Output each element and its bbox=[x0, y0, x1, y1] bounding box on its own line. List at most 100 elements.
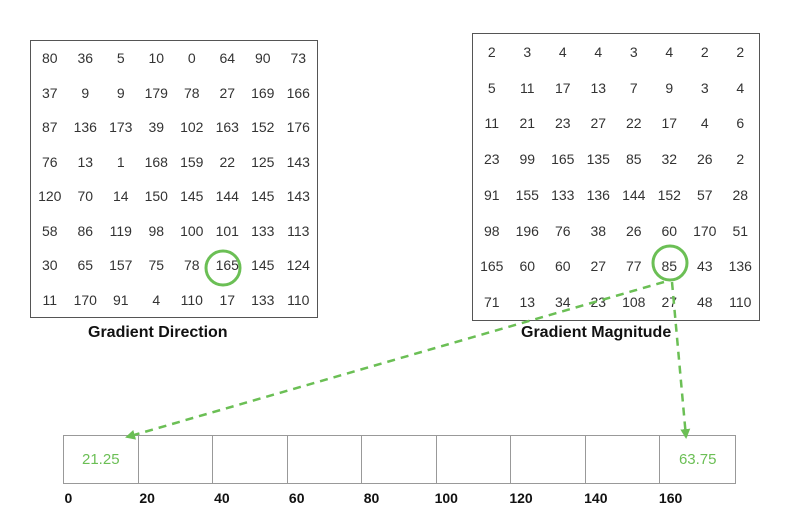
histogram-bin-labels: 0 20 40 60 80 100 120 140 160 bbox=[63, 490, 736, 506]
direction-cell: 143 bbox=[286, 188, 310, 205]
direction-cell: 22 bbox=[219, 153, 236, 170]
direction-cell: 37 bbox=[41, 84, 58, 101]
magnitude-cell: 2 bbox=[700, 43, 709, 60]
direction-cell: 11 bbox=[42, 291, 58, 308]
direction-cell: 179 bbox=[144, 84, 168, 101]
magnitude-cell: 23 bbox=[483, 151, 500, 168]
direction-cell: 157 bbox=[109, 257, 133, 274]
direction-cell: 5 bbox=[116, 50, 125, 67]
direction-cell: 150 bbox=[144, 188, 168, 205]
direction-cell: 110 bbox=[180, 291, 203, 308]
histogram-bin bbox=[437, 436, 512, 483]
gradient-direction-grid: 80 36 5 10 0 64 90 73 37 9 9 179 78 27 169 166 87 136 173 3… bbox=[30, 40, 318, 318]
magnitude-cell: 27 bbox=[590, 258, 607, 275]
magnitude-cell: 27 bbox=[590, 115, 607, 132]
direction-cell: 125 bbox=[251, 153, 275, 170]
histogram-bin-label: 40 bbox=[214, 490, 230, 506]
direction-cell: 110 bbox=[287, 291, 310, 308]
magnitude-cell: 144 bbox=[622, 186, 646, 203]
direction-cell: 80 bbox=[41, 50, 58, 67]
direction-cell: 119 bbox=[109, 222, 132, 239]
direction-cell: 168 bbox=[144, 153, 168, 170]
magnitude-cell: 6 bbox=[736, 115, 745, 132]
magnitude-cell: 26 bbox=[696, 151, 713, 168]
histogram-bin: 21.25 bbox=[64, 436, 139, 483]
magnitude-cell: 32 bbox=[661, 151, 678, 168]
magnitude-cell: 4 bbox=[594, 43, 603, 60]
magnitude-cell: 165 bbox=[551, 151, 575, 168]
magnitude-cell: 26 bbox=[625, 222, 642, 239]
magnitude-cell: 135 bbox=[586, 151, 610, 168]
magnitude-cell: 28 bbox=[732, 186, 749, 203]
direction-cell: 145 bbox=[180, 188, 204, 205]
magnitude-cell: 17 bbox=[661, 115, 678, 132]
direction-cell: 98 bbox=[148, 222, 165, 239]
direction-cell: 159 bbox=[180, 153, 204, 170]
magnitude-cell: 165 bbox=[480, 258, 504, 275]
direction-cell: 170 bbox=[73, 291, 97, 308]
magnitude-cell: 99 bbox=[519, 151, 536, 168]
direction-cell: 9 bbox=[116, 84, 125, 101]
magnitude-cell: 5 bbox=[487, 79, 496, 96]
direction-cell: 173 bbox=[109, 119, 133, 136]
direction-cell: 145 bbox=[251, 257, 275, 274]
direction-cell: 73 bbox=[290, 50, 307, 67]
magnitude-cell: 2 bbox=[487, 43, 496, 60]
magnitude-cell: 2 bbox=[736, 151, 745, 168]
histogram-bin-label: 60 bbox=[288, 490, 305, 506]
direction-cell: 1 bbox=[116, 153, 125, 170]
arrow-to-bin-160 bbox=[670, 281, 691, 439]
direction-cell: 152 bbox=[251, 119, 275, 136]
histogram-bins: 21.25 63.75 bbox=[63, 435, 736, 484]
direction-cell: 0 bbox=[187, 50, 196, 67]
magnitude-cell: 13 bbox=[590, 79, 607, 96]
direction-cell: 176 bbox=[286, 119, 310, 136]
histogram-bin bbox=[288, 436, 363, 483]
gradient-direction-caption: Gradient Direction bbox=[88, 324, 228, 341]
histogram-bin bbox=[511, 436, 586, 483]
direction-cell: 136 bbox=[73, 119, 97, 136]
magnitude-cell: 60 bbox=[554, 258, 571, 275]
direction-cell: 102 bbox=[180, 119, 204, 136]
magnitude-cell: 85 bbox=[661, 258, 678, 275]
magnitude-cell: 133 bbox=[551, 186, 575, 203]
direction-cell: 166 bbox=[286, 84, 310, 101]
magnitude-cell: 110 bbox=[729, 294, 752, 311]
arrow-to-bin-0 bbox=[125, 280, 665, 440]
histogram-bin bbox=[213, 436, 288, 483]
magnitude-cell: 91 bbox=[483, 186, 500, 203]
direction-cell: 163 bbox=[215, 119, 239, 136]
histogram-bin bbox=[362, 436, 437, 483]
magnitude-cell: 4 bbox=[700, 115, 709, 132]
histogram-bin bbox=[139, 436, 214, 483]
histogram-bin bbox=[586, 436, 661, 483]
magnitude-cell: 9 bbox=[665, 79, 674, 96]
magnitude-cell: 155 bbox=[515, 186, 539, 203]
magnitude-cell: 98 bbox=[483, 222, 500, 239]
histogram-bin-label: 80 bbox=[363, 490, 380, 506]
magnitude-cell: 136 bbox=[586, 186, 610, 203]
direction-cell: 133 bbox=[251, 291, 275, 308]
gradient-magnitude-grid: 2 3 4 4 3 4 2 2 5 11 17 13 7 9 3 4 11 21 23 27 22 17 4 6 23 99 165… bbox=[472, 33, 760, 321]
histogram-bin-label: 100 bbox=[434, 490, 458, 506]
direction-cell: 64 bbox=[219, 50, 236, 67]
gradient-magnitude-caption: Gradient Magnitude bbox=[521, 324, 672, 341]
magnitude-cell: 152 bbox=[657, 186, 681, 203]
direction-cell: 120 bbox=[38, 188, 62, 205]
direction-cell: 4 bbox=[152, 291, 161, 308]
magnitude-cell: 21 bbox=[519, 115, 536, 132]
direction-cell: 58 bbox=[41, 222, 58, 239]
magnitude-cell: 7 bbox=[629, 79, 638, 96]
histogram-bin-label: 120 bbox=[509, 490, 533, 506]
magnitude-cell: 4 bbox=[736, 79, 745, 96]
direction-cell: 90 bbox=[254, 50, 271, 67]
histogram-bin-label: 0 bbox=[64, 490, 73, 506]
direction-cell: 9 bbox=[81, 84, 90, 101]
magnitude-cell: 4 bbox=[665, 43, 674, 60]
magnitude-cell: 196 bbox=[515, 222, 539, 239]
direction-cell: 165 bbox=[215, 257, 239, 274]
magnitude-cell: 22 bbox=[625, 115, 642, 132]
magnitude-cell: 43 bbox=[696, 258, 713, 275]
magnitude-cell: 17 bbox=[554, 79, 571, 96]
magnitude-cell: 11 bbox=[484, 115, 500, 132]
